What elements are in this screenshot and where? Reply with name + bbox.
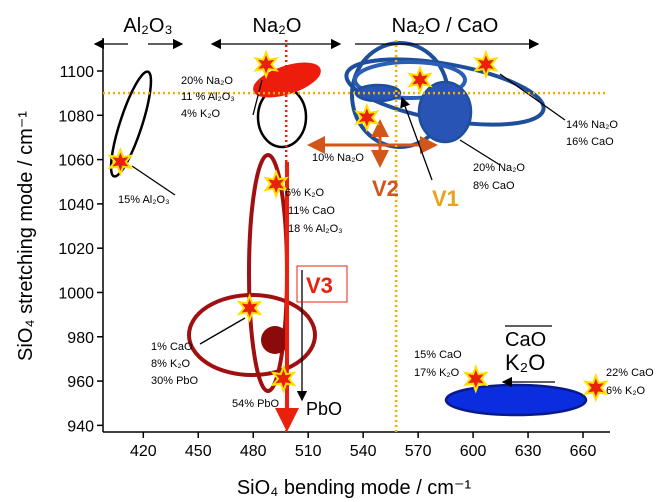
- y-axis-title: SiO₄ stretching mode / cm⁻¹: [15, 111, 37, 361]
- annotation: 6% K₂O: [606, 385, 646, 397]
- v1-arrow: [400, 96, 433, 181]
- leader: [499, 73, 566, 121]
- x-tick-label: 540: [350, 443, 377, 460]
- star-point: [582, 372, 609, 403]
- y-tick-label: 1060: [58, 153, 94, 170]
- annotation: PbO: [306, 399, 342, 419]
- annotation: 15% CaO: [414, 349, 462, 361]
- v3-box: [296, 265, 348, 303]
- annotation: 14% Na₂O: [566, 119, 618, 131]
- annotation: 22% CaO: [606, 367, 654, 379]
- y-tick-label: 1040: [58, 197, 94, 214]
- star-point: [353, 102, 380, 133]
- annotation: CaO: [505, 329, 546, 351]
- leader: [131, 165, 176, 196]
- y-tick-label: 960: [67, 374, 94, 391]
- annotation: Al₂O₃: [123, 15, 172, 37]
- star-point: [253, 49, 279, 80]
- annotation: V2: [372, 176, 399, 201]
- leader: [459, 139, 501, 166]
- star-point: [263, 169, 289, 199]
- region: [109, 70, 153, 178]
- annotation: 15% Al₂O₃: [118, 194, 170, 206]
- annotation: K₂O: [505, 350, 545, 375]
- star-point: [407, 65, 433, 95]
- annotation: Na₂O / CaO: [392, 15, 499, 37]
- annotation: 20% Na₂O: [473, 162, 525, 174]
- annotation: 30% PbO: [151, 375, 199, 387]
- annotation: 18 % Al₂O₃: [288, 223, 343, 235]
- region: [261, 326, 289, 354]
- region: [417, 80, 473, 144]
- annotation: 1% CaO: [151, 341, 193, 353]
- annotation: 10% Na₂O: [312, 152, 364, 164]
- annotation: 4% K₂O: [181, 108, 221, 120]
- arrows: [93, 38, 566, 432]
- region: [187, 293, 317, 377]
- annotation: 6% K₂O: [285, 187, 325, 199]
- x-tick-label: 570: [405, 443, 432, 460]
- annotation: 11 % Al₂O₃: [181, 91, 235, 103]
- annotation: V1: [432, 186, 459, 211]
- star-point: [462, 363, 489, 394]
- x-axis-title: SiO₄ bending mode / cm⁻¹: [237, 477, 472, 499]
- y-tick-label: 980: [67, 330, 94, 347]
- annotation: 16% CaO: [566, 136, 614, 148]
- leader: [199, 317, 246, 345]
- x-tick-label: 510: [295, 443, 322, 460]
- annotation: 8% K₂O: [151, 358, 191, 370]
- y-tick-label: 1080: [58, 108, 94, 125]
- annotation: 54% PbO: [232, 398, 280, 410]
- x-tick-label: 450: [185, 443, 212, 460]
- star-point: [270, 363, 297, 394]
- region: [444, 383, 588, 417]
- annotation: 8% CaO: [473, 180, 515, 192]
- y-tick-label: 1100: [60, 64, 95, 81]
- y-tick-label: 940: [67, 418, 94, 435]
- annotation: 11% CaO: [288, 205, 335, 217]
- y-tick-label: 1020: [58, 241, 94, 258]
- x-tick-label: 660: [570, 443, 597, 460]
- star-point: [107, 146, 134, 177]
- star-point: [236, 293, 263, 323]
- x-tick-label: 420: [130, 443, 157, 460]
- y-tick-label: 1000: [58, 285, 94, 302]
- annotation: 17% K₂O: [414, 367, 460, 379]
- x-tick-label: 600: [460, 443, 487, 460]
- annotation: V3: [306, 273, 333, 298]
- axes: [102, 38, 610, 433]
- x-tick-label: 480: [240, 443, 267, 460]
- annotation: Na₂O: [253, 15, 302, 37]
- x-tick-label: 630: [515, 443, 542, 460]
- leader: [252, 79, 263, 116]
- star-point: [473, 49, 499, 80]
- annotation: 20% Na₂O: [181, 75, 233, 87]
